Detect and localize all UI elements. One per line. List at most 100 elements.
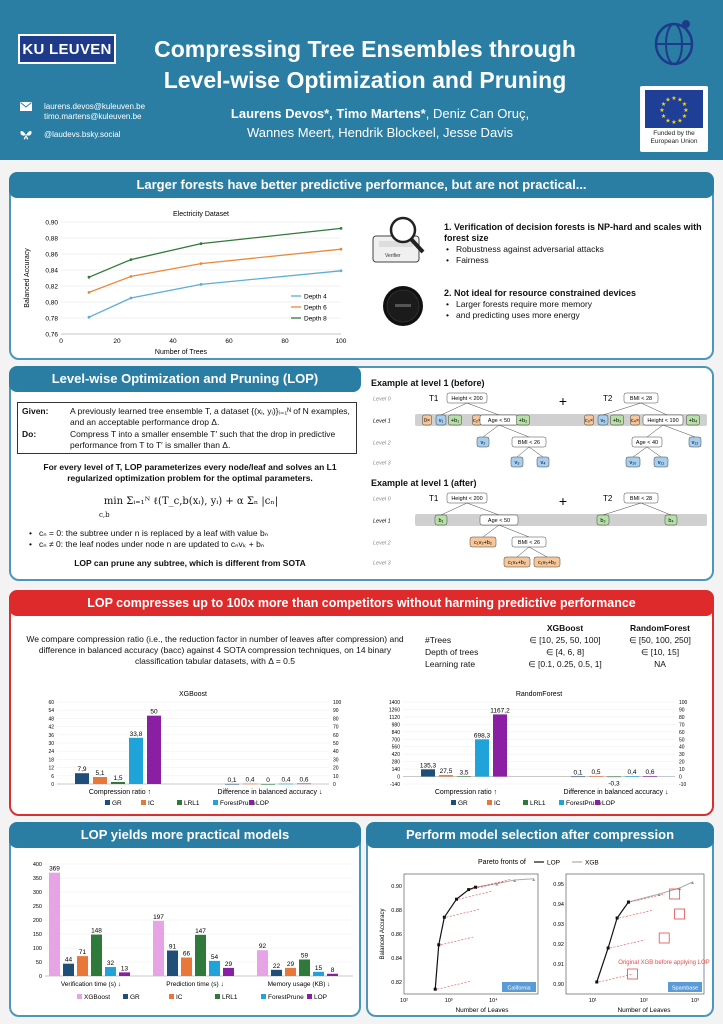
plot-frame	[565, 873, 705, 995]
y-right-tick: 40	[679, 745, 685, 751]
leaf-node	[503, 556, 531, 568]
point-2-bullet-2: and predicting uses more energy	[444, 310, 704, 321]
red-arrow	[470, 881, 505, 890]
lop-marker	[595, 980, 599, 984]
y-tick-label: 150	[33, 932, 42, 938]
table-cell: NA	[654, 659, 666, 669]
eu-star: ★	[665, 97, 670, 104]
y-left-tick: 840	[392, 730, 401, 736]
x-tick-label: 10²	[640, 998, 648, 1004]
leaf-node	[597, 414, 609, 426]
x-tick-label: 10²	[400, 998, 408, 1004]
leaf-node-label: v₃	[515, 460, 520, 466]
tree-edge	[466, 502, 500, 516]
tree-edge	[602, 502, 642, 516]
dataset-label: Spambase	[672, 986, 698, 992]
y-left-tick: 1120	[389, 715, 400, 721]
x-tick-label: 10⁴	[489, 997, 498, 1004]
practical-data-label: 32	[107, 960, 115, 967]
tree-edge	[646, 446, 662, 458]
pareto-chart: Pareto fronts of LOP XGB 0.82 0.84 0.86 0.88 0.…	[380, 859, 710, 1014]
compression-bar	[475, 739, 489, 777]
level-1-highlight	[415, 514, 707, 526]
x-axis-label: Number of Trees	[155, 349, 208, 356]
dataset-badge	[502, 982, 536, 992]
legend-label: XGB	[585, 860, 599, 867]
y-right-tick: 0	[679, 775, 682, 781]
compression-data-label: 1167,2	[490, 707, 510, 714]
lop-marker	[467, 888, 471, 892]
y-tick-label: 400	[33, 862, 42, 868]
table-cell: ∈ [10, 15]	[640, 647, 680, 657]
legend-label: Depth 8	[304, 316, 327, 323]
practical-bar	[63, 963, 74, 976]
legend-swatch	[595, 800, 600, 805]
eu-star: ★	[661, 101, 666, 108]
leaf-node	[536, 456, 550, 468]
compression-bar	[111, 781, 125, 784]
leaf-node-label: v₄	[541, 460, 547, 466]
annotation: Original XGB before applying LOP	[618, 960, 709, 966]
param-c	[584, 414, 594, 426]
bacc-bar	[297, 783, 311, 785]
leaf-node-label: b₃	[600, 518, 605, 524]
highlight-box	[627, 968, 638, 980]
compression-data-label: 50	[150, 709, 158, 716]
legend-label: LRL1	[184, 800, 200, 807]
tree-label: T2	[603, 394, 613, 403]
legend-swatch	[307, 994, 312, 999]
y-tick-label: 300	[33, 890, 42, 896]
eu-star: ★	[682, 113, 687, 120]
y-left-tick: 0	[397, 775, 400, 781]
param-b	[686, 414, 700, 426]
y-tick-label: 0.93	[553, 922, 564, 928]
practical-bar	[181, 957, 192, 976]
given-text: A previously learned tree ensemble T, a …	[70, 406, 350, 427]
practical-data-label: 29	[225, 961, 233, 968]
level-label: Level 1	[373, 519, 391, 525]
lop-marker	[455, 897, 459, 901]
email-1: laurens.devos@kuleuven.be	[44, 102, 146, 111]
tree-node-label: Age < 50	[488, 518, 510, 524]
practical-bar	[327, 973, 338, 976]
device-icon	[383, 286, 423, 326]
practical-data-label: 29	[287, 961, 295, 968]
tree-node-label: Height < 190	[647, 418, 678, 424]
eu-star: ★	[671, 95, 676, 102]
leaf-node-label: v₁₀	[630, 460, 637, 466]
level-label: Level 1	[373, 419, 391, 425]
data-point	[339, 227, 343, 230]
x-tick-label: 10³	[445, 998, 453, 1004]
lop-marker	[474, 885, 478, 889]
practical-data-label: 369	[49, 866, 60, 873]
red-arrow	[440, 936, 475, 946]
legend-label: LOP	[547, 860, 560, 867]
y-right-tick: 60	[333, 733, 339, 739]
lop-closing: LOP can prune any subtree, which is diff…	[74, 558, 306, 568]
verifier-icon: Verifier	[372, 216, 425, 263]
point-2-bullet-1: Larger forests require more memory	[444, 299, 704, 310]
compression-bar	[129, 737, 143, 784]
table-header-row: XGBoost RandomForest	[425, 622, 705, 634]
compression-bar	[457, 776, 471, 777]
practical-bar	[271, 969, 282, 976]
practical-bar	[105, 967, 116, 976]
example-before-title: Example at level 1 (before)	[371, 378, 485, 388]
legend-label: ForestPrune	[566, 800, 602, 807]
practical-data-label: 59	[301, 952, 309, 959]
plus-sign: +	[559, 393, 567, 409]
leaf-node	[469, 536, 497, 548]
compression-data-label: 698,3	[474, 732, 491, 739]
xgb-marker: ▲	[657, 892, 662, 898]
table-cell: ∈ [0.1, 0.25, 0.5, 1]	[528, 659, 602, 669]
y-left-tick: 42	[48, 725, 54, 731]
leaf-node-label: b₄	[668, 518, 674, 524]
legend-swatch	[77, 994, 82, 999]
section-compression: LOP compresses up to 100x more than comp…	[9, 590, 714, 816]
compression-data-label: 3,5	[459, 769, 468, 776]
section-3-banner: LOP compresses up to 100x more than comp…	[9, 590, 714, 616]
red-arrow	[630, 893, 666, 903]
tree-edge	[640, 502, 672, 516]
practical-data-label: 148	[91, 928, 102, 935]
param-b-label: +b₃	[613, 418, 622, 424]
